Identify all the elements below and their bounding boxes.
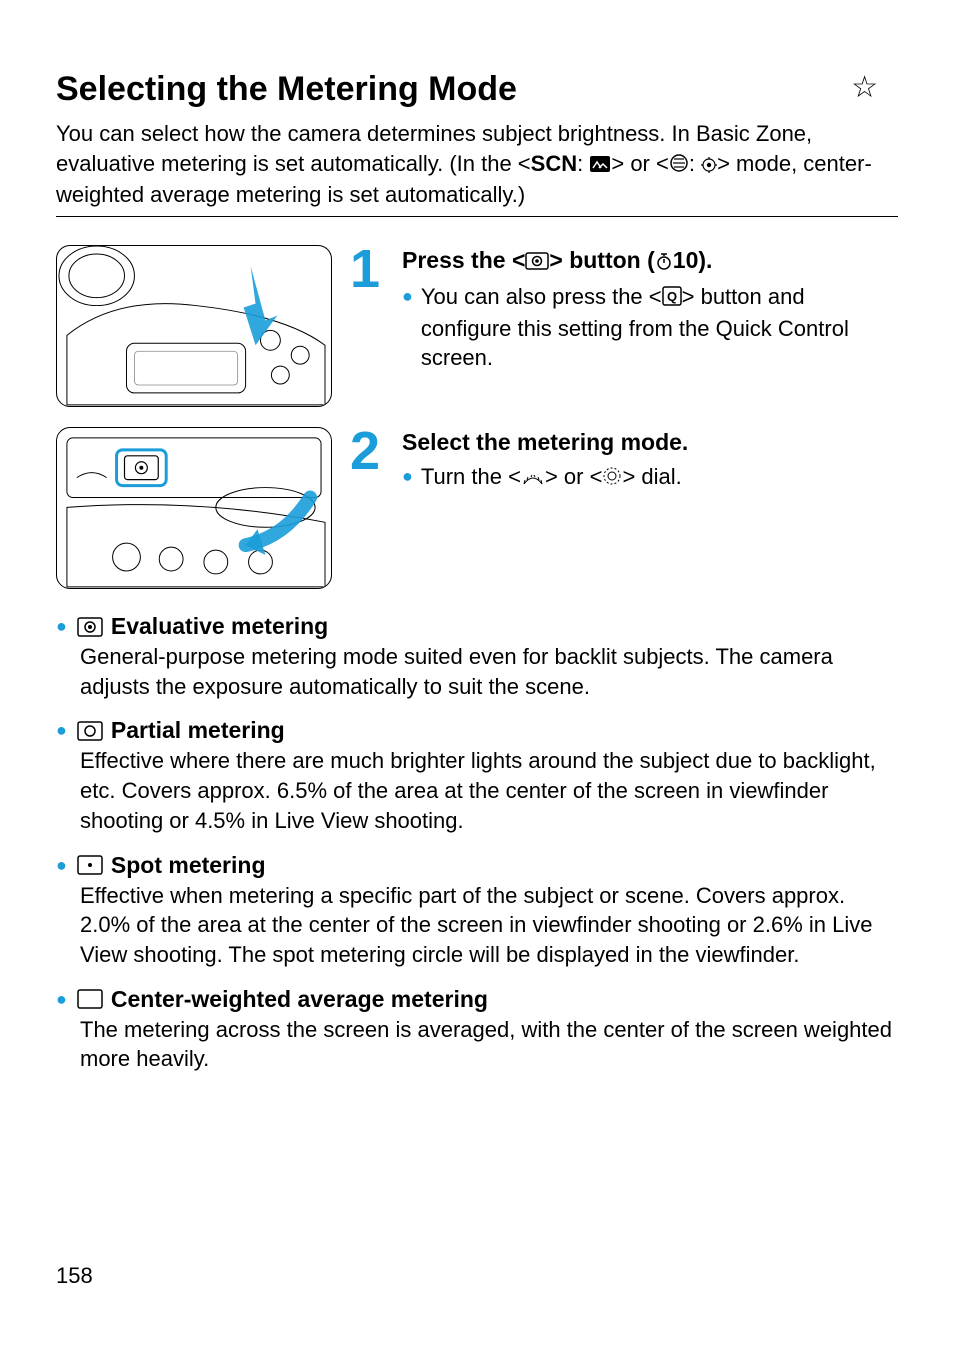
step-1-bullet-a: You can also press the < [421, 284, 662, 309]
spot-icon [77, 855, 103, 875]
partial-icon [77, 721, 103, 741]
filter-sub-icon [701, 151, 717, 181]
step-1-title: Press the < > button ( 10). [402, 245, 898, 278]
intro-colon2: : [689, 151, 701, 176]
mode-spot: ● Spot metering Effective when metering … [56, 852, 898, 970]
mode-spot-name: Spot metering [111, 852, 266, 879]
metering-modes-list: ● Evaluative metering General-purpose me… [56, 613, 898, 1074]
mode-center-weighted-body: The metering across the screen is averag… [56, 1015, 898, 1074]
step-2-illustration [56, 427, 332, 589]
page-title: Selecting the Metering Mode [56, 70, 517, 109]
filter-icon [669, 151, 689, 181]
step-1-title-c: 10 [673, 247, 699, 273]
mode-evaluative-name: Evaluative metering [111, 613, 328, 640]
scn-label: SCN [531, 151, 577, 176]
timer-icon [655, 247, 673, 278]
bullet-dot-icon: ● [56, 616, 67, 637]
step-2-number: 2 [350, 427, 384, 476]
step-1-title-b: > button ( [549, 247, 654, 273]
q-button-icon [662, 284, 682, 314]
mode-center-weighted: ● Center-weighted average metering The m… [56, 986, 898, 1074]
step-2-title: Select the metering mode. [402, 427, 898, 458]
intro-colon: : [577, 151, 583, 176]
bullet-dot-icon: ● [56, 720, 67, 741]
mode-partial-name: Partial metering [111, 717, 285, 744]
evaluative-icon [77, 617, 103, 637]
step-2-bullet: ● Turn the < > or < > dial. [402, 462, 898, 494]
hdr-icon [589, 151, 611, 181]
step-2: 2 Select the metering mode. ● Turn the <… [56, 427, 898, 589]
mode-center-weighted-name: Center-weighted average metering [111, 986, 488, 1013]
bullet-dot-icon: ● [56, 855, 67, 876]
intro-part-b: > or < [611, 151, 668, 176]
mode-partial: ● Partial metering Effective where there… [56, 717, 898, 835]
center-weighted-icon [77, 989, 103, 1009]
step-1-title-a: Press the < [402, 247, 525, 273]
metering-button-icon [525, 247, 549, 278]
main-dial-icon [521, 464, 545, 494]
step-1-title-d: ). [698, 247, 712, 273]
quick-dial-icon [602, 464, 622, 494]
bullet-dot-icon: ● [402, 462, 413, 494]
mode-spot-body: Effective when metering a specific part … [56, 881, 898, 970]
step-2-bullet-b: > or < [545, 464, 602, 489]
step-1-illustration [56, 245, 332, 407]
mode-evaluative: ● Evaluative metering General-purpose me… [56, 613, 898, 701]
step-2-bullet-c: > dial. [622, 464, 681, 489]
intro-text: You can select how the camera determines… [56, 119, 898, 217]
step-1-number: 1 [350, 245, 384, 294]
mode-partial-body: Effective where there are much brighter … [56, 746, 898, 835]
step-1: 1 Press the < > button ( 10). ● You can al… [56, 245, 898, 407]
star-icon: ☆ [851, 70, 878, 105]
bullet-dot-icon: ● [402, 282, 413, 373]
step-1-bullet: ● You can also press the <> button and c… [402, 282, 898, 373]
bullet-dot-icon: ● [56, 989, 67, 1010]
page-number: 158 [56, 1263, 93, 1289]
step-2-bullet-a: Turn the < [421, 464, 521, 489]
mode-evaluative-body: General-purpose metering mode suited eve… [56, 642, 898, 701]
